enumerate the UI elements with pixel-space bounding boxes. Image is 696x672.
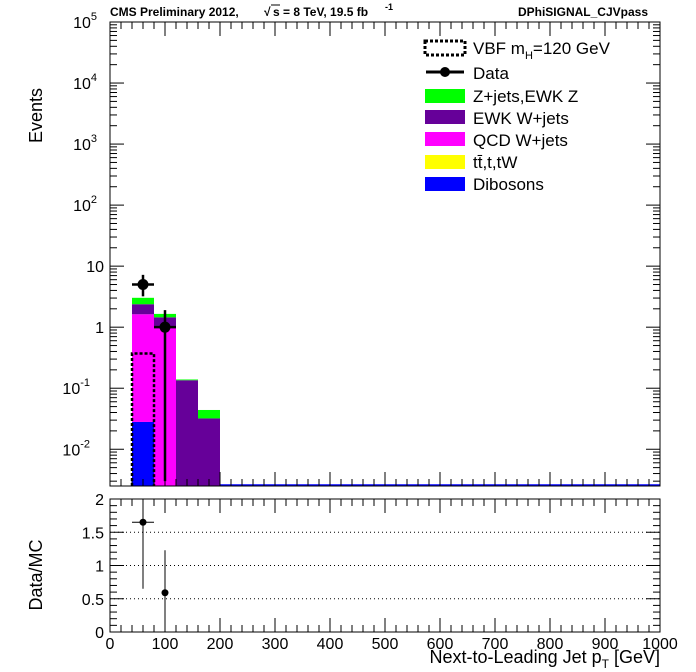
bar-ewkw-bin-3 [198, 418, 220, 486]
legend: VBF mH=120 GeV Data Z+jets,EWK Z EWK W+j… [423, 39, 611, 194]
main-axes: 10-2 10-1 1 10 102 103 104 105 [62, 11, 661, 486]
legend-swatch-dibosons [425, 177, 465, 191]
x-tick-label-1: 100 [152, 636, 179, 653]
bar-zjets-bin-0 [132, 297, 154, 305]
x-tick-label-8: 800 [537, 636, 564, 653]
legend-data-marker [440, 67, 450, 77]
y-tick-label-2: 1 [95, 320, 104, 337]
y-tick-label-4: 102 [73, 194, 97, 215]
x-tick-label-2: 200 [207, 636, 234, 653]
legend-label-qcdw: QCD W+jets [473, 131, 568, 150]
x-tick-label-9: 900 [592, 636, 619, 653]
main-ylabel: Events [26, 88, 46, 143]
ratio-y-tick-label-4: 2 [95, 492, 104, 509]
x-tick-label-5: 500 [372, 636, 399, 653]
signal-bin-0 [130, 352, 156, 486]
ratio-point-0 [139, 518, 147, 526]
data-points [132, 274, 176, 482]
legend-label-top: tt̄,t,tW [473, 153, 517, 172]
header-left: CMS Preliminary 2012, [110, 5, 239, 19]
legend-label-signal: VBF mH=120 GeV [473, 39, 611, 62]
ratio-y-tick-label-2: 1 [95, 559, 104, 576]
bar-ewkw-bin-2 [176, 380, 198, 486]
legend-swatch-top [425, 155, 465, 169]
x-tick-label-3: 300 [262, 636, 289, 653]
header-lumi-exponent: -1 [385, 2, 393, 12]
ratio-y-tick-label-1: 0.5 [82, 592, 104, 609]
header-right: DPhiSIGNAL_CJVpass [518, 5, 648, 19]
legend-swatch-qcdw [425, 132, 465, 146]
ratio-y-tick-label-3: 1.5 [82, 525, 104, 542]
x-tick-label-6: 600 [427, 636, 454, 653]
x-tick-label-7: 700 [482, 636, 509, 653]
header-sqrt-symbol: √ [264, 5, 271, 19]
legend-swatch-signal [423, 39, 467, 57]
data-point-1 [159, 321, 171, 333]
bar-dibosons-bin-0 [132, 421, 154, 486]
y-tick-label-3: 10 [86, 259, 104, 276]
legend-swatch-ewkw [425, 110, 465, 124]
signal-histogram [130, 352, 156, 486]
data-point-0 [137, 279, 149, 291]
x-tick-label-0: 0 [106, 636, 115, 653]
y-tick-label-1: 10-1 [62, 377, 90, 398]
stacked-bars [132, 297, 660, 486]
ratio-ylabel: Data/MC [26, 539, 46, 610]
header-energy: s = 8 TeV, 19.5 fb [273, 5, 368, 19]
legend-label-zjets: Z+jets,EWK Z [473, 87, 578, 106]
y-tick-label-7: 105 [73, 11, 97, 32]
bar-zjets-bin-3 [198, 409, 220, 419]
y-tick-label-5: 103 [73, 133, 97, 154]
main-plot: 10-2 10-1 1 10 102 103 104 105 Events [26, 11, 661, 487]
ratio-gridlines [110, 531, 660, 600]
bar-qcdw-bin-0 [132, 314, 154, 422]
ratio-plot: 0 0.5 1 1.5 2 0 100 200 300 400 500 600 700 800 900 100… [26, 492, 678, 653]
ratio-point-1 [161, 589, 169, 597]
y-tick-label-6: 104 [73, 72, 97, 93]
y-tick-label-0: 10-2 [62, 438, 90, 459]
ratio-y-tick-label-0: 0 [95, 625, 104, 642]
ratio-axes: 0 0.5 1 1.5 2 0 100 200 300 400 500 600 700 800 900 100… [82, 492, 678, 653]
x-axis-label: Next-to-Leading Jet pT [GeV] [430, 647, 660, 671]
x-tick-label-4: 400 [317, 636, 344, 653]
legend-swatch-zjets [425, 89, 465, 103]
ratio-frame [109, 498, 661, 633]
bar-zjets-bin-2 [176, 379, 198, 381]
legend-label-data: Data [473, 64, 509, 83]
legend-label-dibosons: Dibosons [473, 175, 544, 194]
main-frame [109, 21, 661, 487]
x-tick-label-10: 1000 [642, 636, 678, 653]
legend-label-ewkw: EWK W+jets [473, 109, 569, 128]
bar-ewkw-bin-0 [132, 304, 154, 315]
